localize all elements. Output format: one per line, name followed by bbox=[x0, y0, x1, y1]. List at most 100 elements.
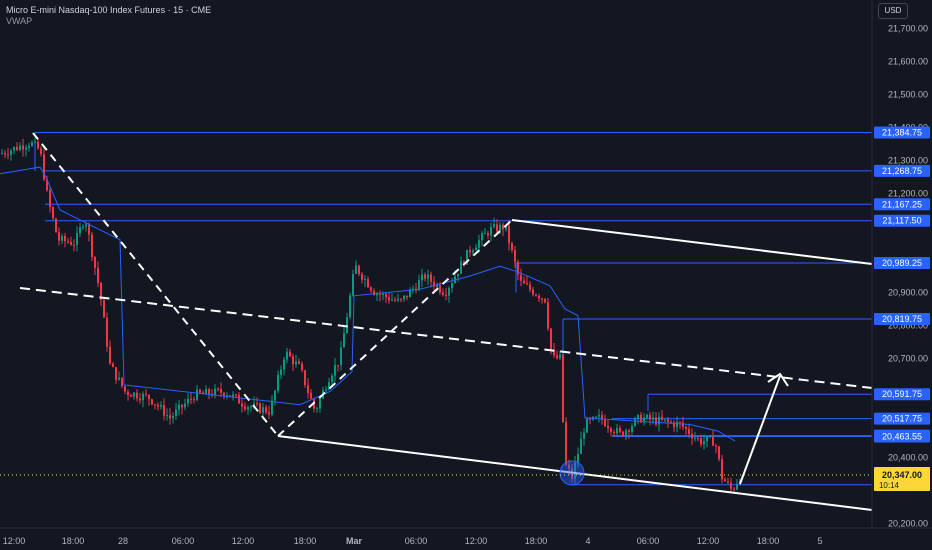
candle-body bbox=[259, 403, 261, 413]
candle-body bbox=[421, 274, 423, 281]
candle-body bbox=[301, 363, 303, 371]
candle-body bbox=[163, 404, 165, 416]
candle-body bbox=[409, 289, 411, 298]
candle-body bbox=[469, 249, 471, 253]
candle-body bbox=[115, 367, 117, 380]
price-level-badge[interactable] bbox=[874, 214, 930, 227]
candle-body bbox=[58, 232, 60, 241]
candle-body bbox=[457, 273, 459, 277]
projection-arrow[interactable] bbox=[739, 375, 781, 485]
candle-body bbox=[229, 395, 231, 397]
candle-body bbox=[16, 146, 18, 150]
candle-body bbox=[679, 421, 681, 423]
candle-body bbox=[178, 404, 180, 410]
candle-body bbox=[613, 431, 615, 434]
candle-body bbox=[262, 407, 264, 413]
candle-body bbox=[598, 414, 600, 417]
candle-body bbox=[28, 145, 30, 148]
dashed-midline[interactable] bbox=[19, 287, 873, 389]
candle-body bbox=[172, 415, 174, 419]
candle-body bbox=[220, 389, 222, 393]
candle-body bbox=[391, 299, 393, 301]
candle-body bbox=[70, 242, 72, 245]
candle-body bbox=[604, 419, 606, 427]
channel-top-line[interactable] bbox=[511, 219, 873, 265]
candle-body bbox=[307, 385, 309, 393]
candle-body bbox=[82, 226, 84, 228]
channel-bottom-line[interactable] bbox=[277, 435, 873, 511]
candle-body bbox=[559, 354, 561, 359]
candle-body bbox=[232, 394, 234, 397]
candle-body bbox=[610, 428, 612, 432]
candle-body bbox=[526, 283, 528, 285]
price-level-badge-label: 20,989.25 bbox=[882, 258, 922, 268]
candle-body bbox=[589, 418, 591, 420]
time-axis-label: 18:00 bbox=[294, 536, 317, 546]
candle-body bbox=[484, 233, 486, 235]
candle-body bbox=[355, 265, 357, 274]
price-level-badge[interactable] bbox=[874, 312, 930, 325]
candle-body bbox=[718, 446, 720, 460]
price-level-badge-label: 21,268.75 bbox=[882, 166, 922, 176]
candle-body bbox=[88, 224, 90, 235]
candle-body bbox=[121, 377, 123, 387]
candle-body bbox=[124, 386, 126, 392]
price-level-badge-label: 20,591.75 bbox=[882, 389, 922, 399]
candle-body bbox=[442, 292, 444, 295]
candle-body bbox=[430, 274, 432, 282]
candle-body bbox=[385, 293, 387, 298]
candle-body bbox=[649, 414, 651, 420]
price-level-badge[interactable] bbox=[874, 164, 930, 177]
candle-body bbox=[142, 393, 144, 401]
candle-body bbox=[496, 224, 498, 232]
candle-body bbox=[736, 483, 738, 490]
symbol-title[interactable]: Micro E-mini Nasdaq-100 Index Futures · … bbox=[6, 5, 212, 15]
candle-body bbox=[46, 179, 48, 191]
time-axis-label: 12:00 bbox=[465, 536, 488, 546]
price-level-badge[interactable] bbox=[874, 198, 930, 211]
arrow-head-icon bbox=[767, 372, 789, 387]
dashed-trendline[interactable] bbox=[32, 132, 279, 437]
candle-body bbox=[382, 293, 384, 295]
candle-body bbox=[487, 233, 489, 236]
price-axis-tick: 20,200.00 bbox=[888, 519, 928, 529]
vwap-indicator-label[interactable]: VWAP bbox=[6, 16, 33, 26]
candle-body bbox=[655, 417, 657, 425]
candle-body bbox=[553, 349, 555, 356]
dashed-trendline[interactable] bbox=[277, 219, 513, 437]
candle-body bbox=[340, 347, 342, 366]
candle-body bbox=[25, 147, 27, 150]
candle-body bbox=[460, 261, 462, 274]
candle-body bbox=[619, 427, 621, 432]
price-level-badge[interactable] bbox=[874, 388, 930, 401]
candle-body bbox=[13, 146, 15, 151]
currency-button[interactable]: USD bbox=[878, 3, 908, 19]
price-level-badge[interactable] bbox=[874, 412, 930, 425]
candle-body bbox=[304, 370, 306, 386]
candle-body bbox=[523, 280, 525, 284]
candle-body bbox=[406, 295, 408, 298]
time-axis-label: 18:00 bbox=[62, 536, 85, 546]
price-axis-tick: 20,900.00 bbox=[888, 288, 928, 298]
price-level-badge[interactable] bbox=[874, 430, 930, 443]
candle-body bbox=[709, 436, 711, 438]
candle-body bbox=[538, 295, 540, 299]
candle-body bbox=[85, 224, 87, 227]
candle-body bbox=[394, 299, 396, 301]
candle-body bbox=[196, 389, 198, 401]
candle-body bbox=[511, 243, 513, 251]
candle-body bbox=[22, 145, 24, 150]
candle-body bbox=[517, 261, 519, 275]
candle-body bbox=[424, 274, 426, 279]
price-level-badge[interactable] bbox=[874, 257, 930, 270]
candle-body bbox=[166, 414, 168, 416]
candle-body bbox=[676, 421, 678, 428]
candle-body bbox=[670, 421, 672, 423]
candle-body bbox=[235, 394, 237, 396]
candle-body bbox=[529, 284, 531, 290]
candle-body bbox=[280, 369, 282, 376]
candle-body bbox=[352, 273, 354, 296]
price-level-badge[interactable] bbox=[874, 126, 930, 139]
highlight-circle[interactable] bbox=[559, 460, 585, 486]
